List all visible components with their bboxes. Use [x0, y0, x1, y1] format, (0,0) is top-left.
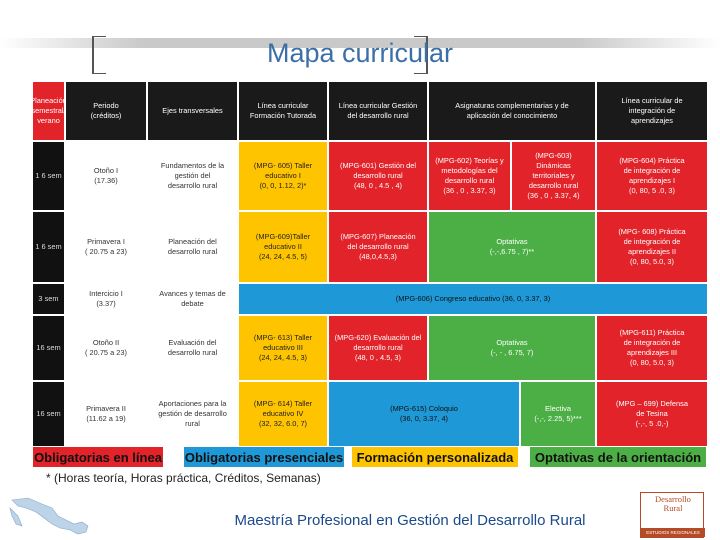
header-asignaturas: Asignaturas complementarias y de aplicac…	[429, 82, 595, 140]
row1-comp-b: (MPG-603) Dinámicas territoriales y desa…	[512, 142, 595, 210]
row1-periodo: Otoño I (17.36)	[66, 142, 146, 210]
footer	[0, 490, 720, 540]
row1-integracion: (MPG-604) Práctica de integración de apr…	[597, 142, 707, 210]
logo-line1: Desarrollo	[655, 494, 691, 504]
row2-gestion: (MPG-607) Planeación del desarrollo rura…	[329, 212, 427, 282]
footnote: * (Horas teoría, Horas práctica, Crédito…	[46, 471, 321, 485]
header-integracion: Línea curricular de integración de apren…	[597, 82, 707, 140]
row5-integracion: (MPG – 699) Defensa de Tesina (-,-, 5 .0…	[597, 382, 707, 446]
row3-congreso: (MPG-606) Congreso educativo (36, 0, 3.3…	[239, 284, 707, 314]
row4-optativas: Optativas (-, - , 6.75, 7)	[429, 316, 595, 380]
page-title: Mapa curricular	[266, 38, 454, 68]
mexico-map-icon	[9, 497, 89, 535]
legend-obligatorias-linea: Obligatorias en línea	[33, 447, 163, 467]
header-gestion: Línea curricular Gestión del desarrollo …	[329, 82, 427, 140]
row1-comp-a: (MPG-602) Teorías y metodologías del des…	[429, 142, 510, 210]
logo-bar: ESTUDIOS REGIONALES	[641, 528, 705, 537]
row5-formacion: (MPG- 614) Taller educativo IV (32, 32, …	[239, 382, 327, 446]
row4-gestion: (MPG-620) Evaluación del desarrollo rura…	[329, 316, 427, 380]
logo-text: Desarrollo Rural	[641, 494, 705, 514]
row5-eje: Aportaciones para la gestión de desarrol…	[148, 382, 237, 446]
legend-obligatorias-presenciales: Obligatorias presenciales	[184, 447, 344, 467]
row1-formacion: (MPG- 605) Taller educativo I (0, 0, 1.1…	[239, 142, 327, 210]
row3-eje: Avances y temas de debate	[148, 284, 237, 314]
row3-periodo: Intercicio I (3.37)	[66, 284, 146, 314]
row5-electiva: Electiva (-,-, 2.25, 5)***	[521, 382, 595, 446]
header-planeacion: Planeación semestral/ verano	[30, 82, 67, 140]
footer-title: Maestría Profesional en Gestión del Desa…	[234, 512, 586, 529]
row2-periodo: Primavera I ( 20.75 a 23)	[66, 212, 146, 282]
title-bracket-left	[92, 36, 106, 74]
row5-periodo: Primavera II (11.62 a 19)	[66, 382, 146, 446]
title-bracket-right	[414, 36, 428, 74]
row5-coloquio: (MPG-615) Coloquio (36, 0, 3.37, 4)	[329, 382, 519, 446]
row2-eje: Planeación del desarrollo rural	[148, 212, 237, 282]
row4-formacion: (MPG- 613) Taller educativo III (24, 24,…	[239, 316, 327, 380]
header-formacion: Línea curricular Formación Tutorada	[239, 82, 327, 140]
row4-periodo: Otoño II ( 20.75 a 23)	[66, 316, 146, 380]
row2-integracion: (MPG- 608) Práctica de integración de ap…	[597, 212, 707, 282]
title-gray-bar	[0, 38, 720, 48]
row3-semester: 3 sem	[33, 284, 64, 314]
row1-eje: Fundamentos de la gestión del desarrollo…	[148, 142, 237, 210]
header-periodo: Periodo (créditos)	[66, 82, 146, 140]
logo-line2: Rural	[663, 503, 683, 514]
legend-optativas: Optativas de la orientación	[530, 447, 706, 467]
row1-gestion: (MPG-601) Gestión del desarrollo rural (…	[329, 142, 427, 210]
row4-integracion: (MPG-611) Práctica de integración de apr…	[597, 316, 707, 380]
curriculum-grid: Planeación semestral/ verano Periodo (cr…	[30, 82, 707, 446]
row2-formacion: (MPG-609)Taller educativo II (24, 24, 4.…	[239, 212, 327, 282]
row2-optativas: Optativas (-,-,6.75 , 7)**	[429, 212, 595, 282]
row1-semester: 1 6 sem	[33, 142, 64, 210]
title-decoration	[0, 8, 720, 82]
program-logo: Desarrollo Rural ESTUDIOS REGIONALES	[640, 492, 705, 538]
header-ejes: Ejes transversales	[148, 82, 237, 140]
legend-formacion-personalizada: Formación personalizada	[352, 447, 518, 467]
row5-semester: 16 sem	[33, 382, 64, 446]
row4-semester: 16 sem	[33, 316, 64, 380]
row2-semester: 1 6 sem	[33, 212, 64, 282]
row4-eje: Evaluación del desarrollo rural	[148, 316, 237, 380]
